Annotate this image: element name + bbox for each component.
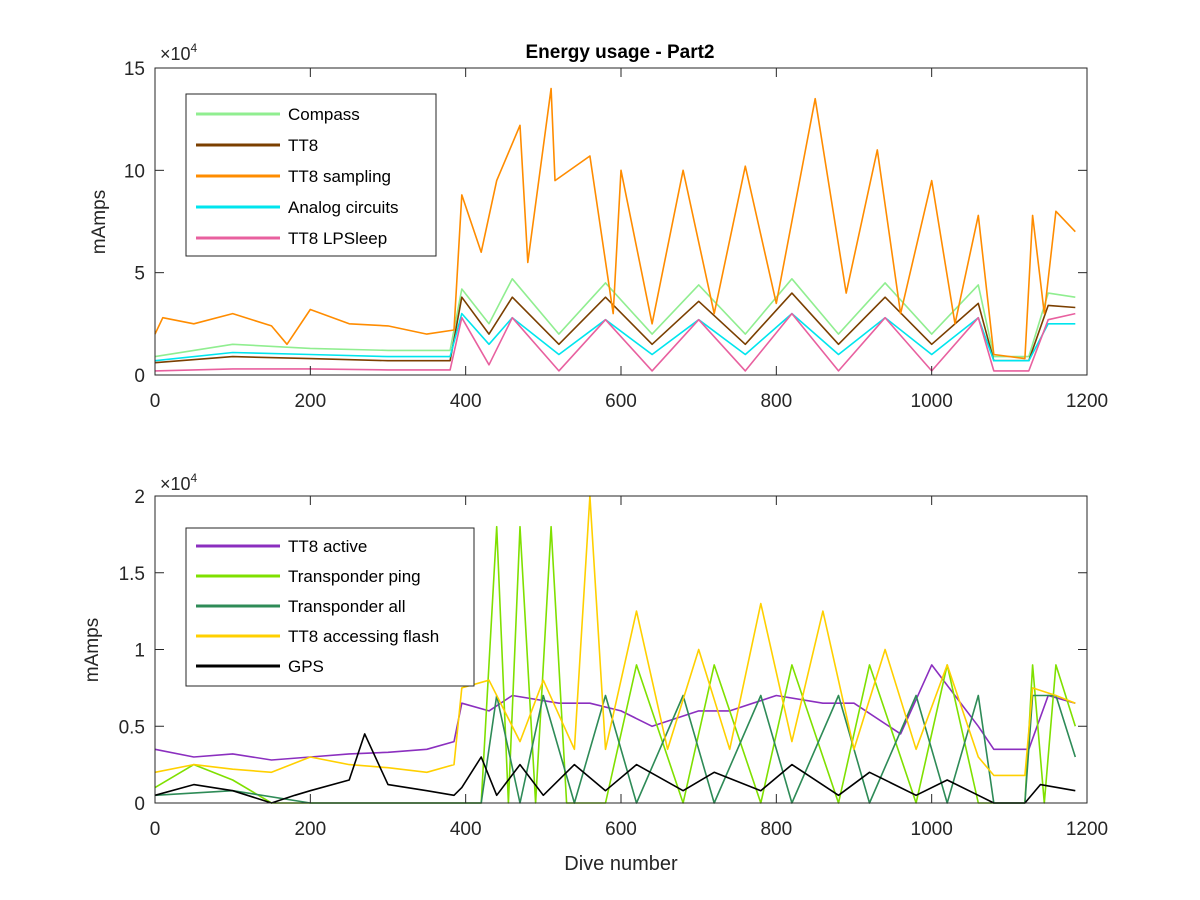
- bottom-y-exponent: ×104: [160, 471, 198, 494]
- bottom-y-tick-label: 2: [134, 487, 145, 508]
- bottom-series-line-0: [154, 664, 1076, 761]
- top-y-exponent: ×104: [160, 41, 198, 64]
- top-x-tick-label: 0: [150, 391, 161, 412]
- bottom-x-tick-label: 1200: [1066, 819, 1108, 840]
- bottom-legend-box: [185, 527, 475, 687]
- top-x-tick-label: 600: [605, 391, 637, 412]
- chart-title: Energy usage - Part2: [525, 42, 714, 63]
- top-series-lines: [154, 87, 1076, 372]
- bottom-x-tick-label: 200: [294, 819, 326, 840]
- top-series-line-4: [154, 312, 1076, 372]
- top-subplot: Energy usage - Part2 ×104 mAmps 0 200 400 6…: [89, 41, 1108, 412]
- bottom-y-tick-label: 0.5: [119, 717, 145, 738]
- top-series-line-0: [154, 277, 1076, 358]
- top-series-line-2: [154, 87, 1076, 360]
- top-x-tick-label: 1200: [1066, 391, 1108, 412]
- bottom-y-tick-label: 1.5: [119, 564, 145, 585]
- top-y-tick-label: 0: [134, 366, 145, 387]
- top-x-tick-label: 400: [450, 391, 482, 412]
- bottom-x-tick-label: 800: [760, 819, 792, 840]
- top-legend-label-3: Analog circuits: [288, 198, 399, 217]
- top-legend-label-0: Compass: [288, 105, 360, 124]
- bottom-x-tick-label: 600: [605, 819, 637, 840]
- bottom-legend-label-2: Transponder all: [288, 597, 406, 616]
- bottom-subplot: ×104 mAmps Dive number 0 200 400 600 800 1000…: [82, 471, 1108, 875]
- top-legend-label-2: TT8 sampling: [288, 167, 391, 186]
- top-legend-label-4: TT8 LPSleep: [288, 229, 387, 248]
- bottom-y-tick-label: 0: [134, 794, 145, 815]
- bottom-x-tick-label: 0: [150, 819, 161, 840]
- bottom-legend-label-1: Transponder ping: [288, 567, 421, 586]
- top-x-tick-label: 1000: [911, 391, 953, 412]
- bottom-legend-label-4: GPS: [288, 657, 324, 676]
- bottom-x-tick-label: 400: [450, 819, 482, 840]
- bottom-y-axis-label: mAmps: [82, 618, 103, 682]
- top-y-tick-label: 5: [134, 264, 145, 285]
- top-x-tick-label: 200: [294, 391, 326, 412]
- bottom-legend-label-3: TT8 accessing flash: [288, 627, 439, 646]
- top-legend: Compass TT8 TT8 sampling Analog circuits TT8…: [185, 93, 437, 257]
- bottom-legend: TT8 active Transponder ping Transponder al…: [185, 527, 475, 687]
- x-axis-label: Dive number: [564, 853, 678, 875]
- bottom-legend-label-0: TT8 active: [288, 537, 367, 556]
- top-series-line-3: [154, 312, 1076, 362]
- top-legend-label-1: TT8: [288, 136, 318, 155]
- top-y-tick-label: 10: [124, 161, 145, 182]
- bottom-series-line-3: [154, 495, 1076, 777]
- top-series-line-1: [154, 292, 1076, 364]
- top-y-axis-label: mAmps: [89, 190, 110, 254]
- top-x-tick-label: 800: [760, 391, 792, 412]
- bottom-x-tick-label: 1000: [911, 819, 953, 840]
- bottom-y-tick-label: 1: [134, 641, 145, 662]
- bottom-series-line-4: [154, 733, 1076, 804]
- top-y-tick-label: 15: [124, 59, 145, 80]
